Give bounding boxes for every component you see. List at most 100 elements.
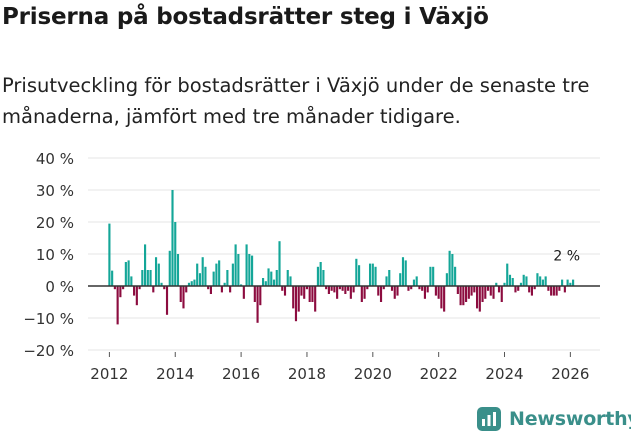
x-tick-label: 2014 <box>156 365 194 383</box>
data-bar <box>130 276 133 286</box>
data-bar <box>377 286 380 296</box>
x-tick-label: 2012 <box>90 365 128 383</box>
data-bar <box>185 286 188 293</box>
data-bar <box>160 282 163 286</box>
data-bar <box>146 270 149 286</box>
x-tick-label: 2016 <box>222 365 260 383</box>
data-bar <box>355 258 358 286</box>
data-bar <box>182 286 185 309</box>
data-bar <box>432 266 435 286</box>
x-tick-label: 2024 <box>485 365 523 383</box>
data-bar <box>338 286 341 290</box>
data-bar <box>283 286 287 296</box>
data-bar <box>300 286 303 296</box>
data-bar <box>426 286 429 293</box>
data-bar <box>135 286 138 306</box>
data-bar <box>393 286 396 299</box>
data-bar <box>503 282 506 286</box>
data-bar <box>119 286 122 298</box>
data-bar <box>237 254 240 286</box>
data-bar <box>176 254 180 286</box>
data-bar <box>294 286 298 322</box>
data-bar <box>368 263 372 286</box>
data-bar <box>374 266 377 286</box>
x-tick-label: 2022 <box>420 365 458 383</box>
data-bar <box>144 244 147 286</box>
data-bar <box>437 286 440 299</box>
data-bar <box>220 286 223 293</box>
data-bar <box>539 276 542 286</box>
data-bar <box>218 260 221 286</box>
data-bar <box>495 282 498 286</box>
data-bar <box>399 273 402 286</box>
data-bar <box>204 266 207 286</box>
data-bar <box>270 271 273 286</box>
data-bar <box>245 244 248 286</box>
data-bar <box>561 279 564 286</box>
data-bar <box>423 286 427 299</box>
data-bar <box>572 279 575 286</box>
data-bar <box>278 241 281 286</box>
data-bar <box>360 286 363 302</box>
data-bar <box>111 270 114 286</box>
data-bar <box>514 286 517 293</box>
data-bar <box>303 286 306 299</box>
data-bar <box>465 286 468 302</box>
data-bar <box>396 286 399 296</box>
data-bar <box>154 257 158 286</box>
data-bar <box>292 286 295 309</box>
data-bar <box>196 263 199 286</box>
data-bar <box>443 286 446 312</box>
data-bar <box>229 286 232 293</box>
data-bar <box>473 286 476 293</box>
data-bar <box>421 286 424 291</box>
data-bar <box>122 286 125 290</box>
data-bar <box>519 282 523 286</box>
data-bar <box>511 278 514 286</box>
data-bar <box>440 286 443 309</box>
data-bar <box>497 286 501 293</box>
data-bar <box>563 286 566 293</box>
data-bar <box>412 279 416 286</box>
data-bar <box>358 265 361 286</box>
data-bar <box>275 270 278 286</box>
data-bar <box>253 286 256 302</box>
data-bar <box>152 286 155 293</box>
data-bar <box>459 286 462 306</box>
y-tick-label: 30 % <box>36 182 74 200</box>
data-bar <box>330 286 333 291</box>
data-bar <box>366 286 369 290</box>
data-bar <box>363 286 366 299</box>
data-bar <box>434 286 437 296</box>
data-bar <box>508 274 512 286</box>
data-bar <box>522 274 525 286</box>
data-bar <box>231 263 234 286</box>
data-bar <box>322 270 325 286</box>
data-bar <box>138 286 141 290</box>
data-bar <box>141 270 144 286</box>
data-bar <box>116 286 119 325</box>
data-bar <box>388 270 391 286</box>
data-bar <box>333 286 336 293</box>
data-bar <box>234 244 237 286</box>
data-bar <box>528 286 531 293</box>
data-bar <box>415 276 418 286</box>
data-bar <box>506 263 509 286</box>
data-bar <box>382 286 385 290</box>
data-bar <box>165 286 169 315</box>
data-bar <box>193 279 196 286</box>
data-bar <box>149 270 152 286</box>
data-bar <box>347 286 350 291</box>
data-bar <box>456 286 459 294</box>
data-bar <box>418 286 421 290</box>
data-bar <box>344 286 347 294</box>
data-bar <box>113 286 116 290</box>
data-bar <box>569 282 572 286</box>
newsworthy-logo-icon <box>477 407 501 431</box>
chart-subtitle: Prisutveckling för bostadsrätter i Växjö… <box>2 74 590 128</box>
data-bar <box>209 286 212 294</box>
data-bar <box>212 271 215 286</box>
data-bar <box>341 286 344 291</box>
data-bar <box>157 263 160 286</box>
data-bar <box>201 257 204 286</box>
